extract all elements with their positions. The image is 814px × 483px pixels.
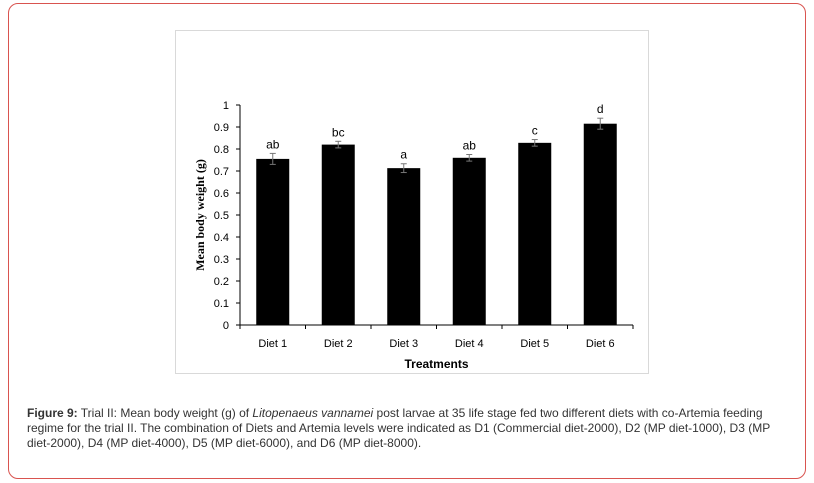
x-tick-label: Diet 2: [324, 338, 353, 350]
x-tick-label: Diet 5: [520, 338, 549, 350]
caption-text-2: post larvae at 35 life stage fed two dif…: [27, 406, 770, 450]
x-axis-title: Treatments: [404, 357, 468, 371]
y-tick-label: 0.8: [214, 144, 229, 156]
bar: [321, 144, 355, 325]
significance-label: ab: [266, 137, 280, 151]
y-tick-label: 0: [223, 320, 229, 332]
bar: [387, 168, 421, 325]
y-tick-label: 0.3: [214, 254, 229, 266]
y-tick-label: 0.2: [214, 276, 229, 288]
significance-label: ab: [463, 139, 477, 153]
y-axis-title: Mean body weight (g): [193, 159, 207, 271]
bar: [452, 157, 486, 325]
y-tick-label: 0.9: [214, 122, 229, 134]
figure-caption: Figure 9: Trial II: Mean body weight (g)…: [27, 406, 792, 451]
significance-label: bc: [332, 125, 345, 139]
y-tick-label: 1: [223, 100, 229, 112]
y-tick-label: 0.7: [214, 166, 229, 178]
y-tick-label: 0.1: [214, 298, 229, 310]
y-tick-label: 0.6: [214, 188, 229, 200]
caption-text-1: Trial II: Mean body weight (g) of: [77, 406, 253, 420]
significance-label: d: [597, 102, 604, 116]
figure-label: Figure 9:: [27, 406, 78, 420]
x-tick-label: Diet 1: [258, 338, 287, 350]
significance-label: c: [532, 124, 538, 138]
x-tick-label: Diet 3: [389, 338, 418, 350]
bar: [256, 158, 290, 325]
y-tick-label: 0.5: [214, 210, 229, 222]
caption-species: Litopenaeus vannamei: [252, 406, 374, 420]
y-tick-label: 0.4: [214, 232, 229, 244]
figure-frame: [8, 3, 806, 479]
significance-label: a: [400, 148, 407, 162]
x-tick-label: Diet 4: [455, 338, 484, 350]
bar: [583, 123, 617, 325]
bar: [518, 142, 552, 325]
x-tick-label: Diet 6: [586, 338, 615, 350]
